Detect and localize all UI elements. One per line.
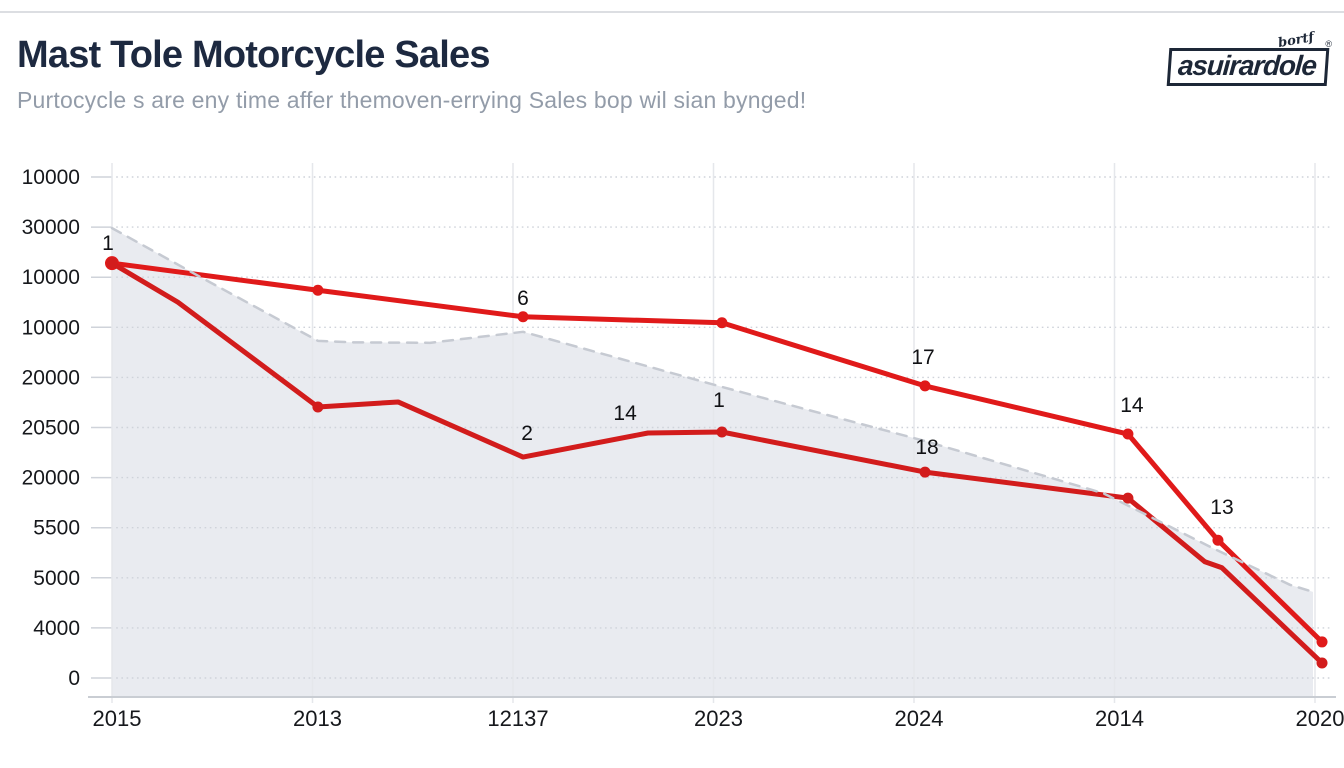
logo-registered-mark: ® [1325, 39, 1332, 49]
data-point-label: 13 [1210, 496, 1233, 519]
data-point-marker [106, 257, 118, 269]
data-point-label: 1 [102, 232, 114, 255]
data-point-marker [517, 311, 529, 323]
series-line-sales-upper [109, 260, 1325, 645]
y-tick-label: 10000 [22, 316, 80, 339]
series-line-sales-lower [109, 260, 1325, 666]
y-tick-label: 5500 [33, 517, 80, 540]
top-rule [0, 11, 1344, 13]
y-tick-label: 5000 [33, 567, 80, 590]
data-point-label: 17 [911, 346, 934, 369]
y-tick-label: 20500 [22, 417, 80, 440]
data-point-label: 18 [915, 436, 938, 459]
page-title: Mast Tole Motorcycle Sales [17, 34, 490, 76]
y-tick-label: 10000 [22, 266, 80, 289]
data-point-label: 14 [1120, 394, 1144, 417]
x-tick-label: 2013 [293, 706, 342, 731]
y-tick-label: 30000 [22, 216, 80, 239]
y-tick-label: 4000 [33, 617, 80, 640]
x-tick-label: 12137 [487, 706, 548, 731]
chart-area-fill [112, 228, 1313, 697]
data-point-marker [716, 317, 728, 329]
x-tick-label: 2020 [1296, 706, 1344, 731]
data-point-marker [312, 284, 324, 296]
y-tick-label: 20000 [22, 467, 80, 490]
data-point-marker [1316, 636, 1328, 648]
data-point-marker [1122, 428, 1134, 440]
data-point-label: 1 [713, 389, 725, 412]
y-tick-label: 20000 [22, 366, 80, 389]
data-point-marker [1122, 492, 1134, 504]
data-point-label: 14 [613, 402, 637, 425]
x-tick-label: 2015 [93, 706, 142, 731]
data-point-label: 2 [521, 422, 533, 445]
data-point-marker [919, 380, 931, 392]
chart-header: Mast Tole Motorcycle Sales Purtocycle s … [17, 34, 806, 114]
page-subtitle: Purtocycle s are eny time affer themoven… [17, 87, 807, 113]
y-tick-label: 0 [68, 667, 80, 690]
data-point-marker [716, 426, 728, 438]
y-tick-label: 10000 [22, 166, 80, 189]
brand-logo: bortf ® asuirardole [1166, 30, 1332, 87]
data-point-marker [1212, 534, 1224, 546]
trend-dashed-line [110, 226, 1315, 594]
x-tick-label: 2014 [1095, 706, 1144, 731]
data-point-label: 6 [517, 287, 529, 310]
data-point-marker [312, 401, 324, 413]
data-point-marker [1316, 657, 1328, 669]
data-point-marker [919, 466, 931, 478]
x-tick-label: 2024 [895, 706, 944, 731]
x-tick-label: 2023 [694, 706, 743, 731]
